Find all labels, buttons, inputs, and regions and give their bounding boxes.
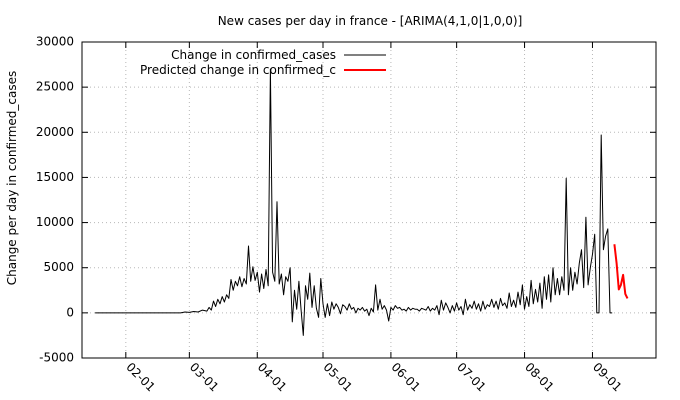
y-tick-label: 10000 <box>36 215 74 229</box>
series-line-predicted <box>613 244 629 299</box>
y-axis-label: Change per day in confirmed_cases <box>5 71 19 286</box>
y-tick-label: 15000 <box>36 170 74 184</box>
x-tick-label: 09-01 <box>590 360 625 395</box>
grid <box>82 41 656 359</box>
y-tick-label: 25000 <box>36 80 74 94</box>
axes: -5000 0 5000 10000 15000 20000 25000 30000 02-01… <box>36 35 657 395</box>
x-tick-label: 05-01 <box>321 360 356 395</box>
series-line-actual <box>95 68 613 336</box>
legend-label: Change in confirmed_cases <box>171 48 336 62</box>
x-tick-label: 04-01 <box>255 360 290 395</box>
legend-label: Predicted change in confirmed_c <box>140 63 336 77</box>
plot-frame <box>81 41 657 359</box>
y-tick-label: -5000 <box>39 351 74 365</box>
series-group <box>95 68 629 336</box>
x-tick-label: 07-01 <box>454 360 489 395</box>
y-tick-label: 30000 <box>36 35 74 49</box>
x-tick-label: 08-01 <box>522 360 557 395</box>
x-tick-label: 02-01 <box>123 360 158 395</box>
y-tick-label: 5000 <box>43 260 74 274</box>
x-tick-label: 06-01 <box>388 360 423 395</box>
x-tick-label: 03-01 <box>187 360 222 395</box>
y-tick-label: 20000 <box>36 125 74 139</box>
y-tick-label: 0 <box>66 305 74 319</box>
chart-title: New cases per day in france - [ARIMA(4,1… <box>218 14 523 28</box>
